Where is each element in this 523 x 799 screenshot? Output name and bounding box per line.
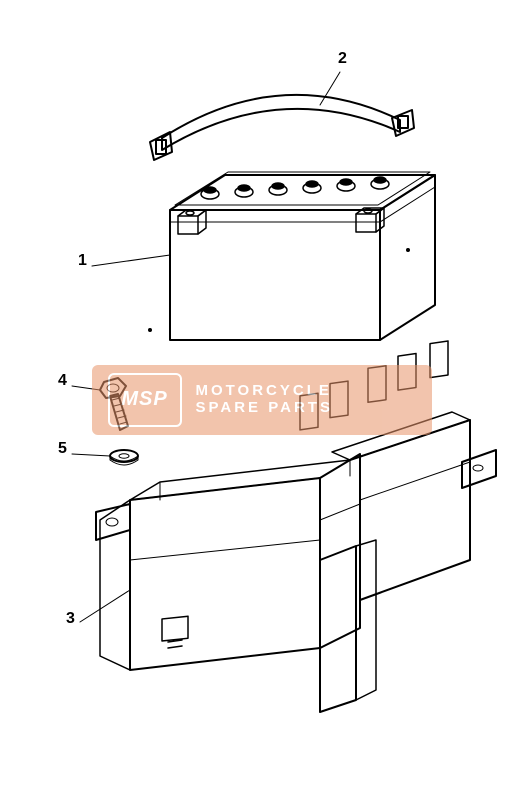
- watermark-logo: MSP: [108, 373, 182, 427]
- watermark-line2: SPARE PARTS: [196, 400, 333, 417]
- watermark-logo-text: MSP: [121, 388, 167, 411]
- callout-3: 3: [66, 610, 75, 628]
- part-washer: [110, 450, 138, 465]
- watermark-text: MOTORCYCLE SPARE PARTS: [196, 383, 333, 416]
- callout-5: 5: [58, 440, 67, 458]
- part-strap: [150, 95, 414, 160]
- watermark-line1: MOTORCYCLE: [196, 383, 333, 400]
- callout-4: 4: [58, 372, 67, 390]
- callout-2: 2: [338, 50, 347, 68]
- part-battery: [170, 172, 435, 340]
- diagram-canvas: 1 2 3 4 5 MSP MOTORCYCLE SPARE PARTS: [0, 0, 523, 799]
- callout-1: 1: [78, 252, 87, 270]
- watermark: MSP MOTORCYCLE SPARE PARTS: [92, 365, 432, 435]
